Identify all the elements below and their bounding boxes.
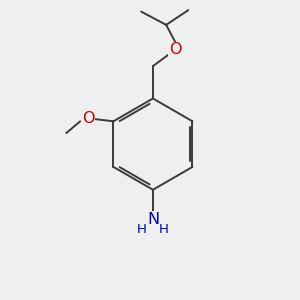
Text: H: H: [137, 223, 147, 236]
Text: N: N: [147, 212, 159, 227]
Text: O: O: [82, 111, 94, 126]
Text: O: O: [169, 42, 181, 57]
Text: H: H: [159, 223, 169, 236]
